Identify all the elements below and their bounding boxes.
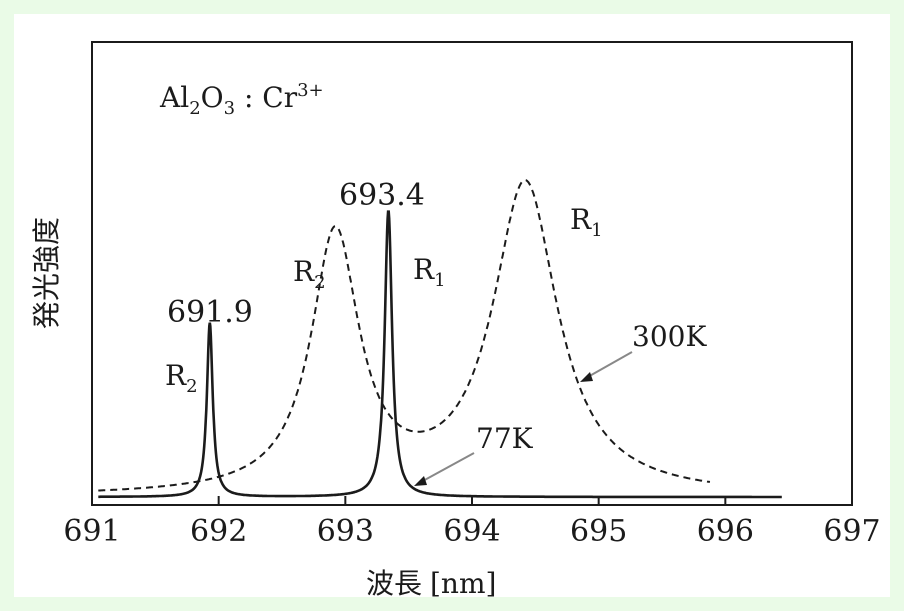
x-axis-title: 波長 <box>366 567 422 600</box>
formula-cr: : Cr <box>235 81 298 114</box>
r2-label-300k: R2 <box>293 255 326 293</box>
pointer-77k <box>420 452 475 483</box>
x-axis-unit: [nm] <box>430 567 496 600</box>
peak-label-693-4: 693.4 <box>339 178 425 213</box>
chart-frame <box>14 14 890 597</box>
formula-sub-3: 3 <box>224 98 235 119</box>
formula-o: O <box>201 81 224 114</box>
x-tick-label-694: 694 <box>443 514 500 549</box>
legend-300k-label: 300K <box>632 320 707 353</box>
r1-label-300k: R1 <box>570 203 603 241</box>
formula-sup-3plus: 3+ <box>297 80 324 101</box>
x-tick-label-691: 691 <box>63 514 120 549</box>
x-tick-label-696: 696 <box>697 514 754 549</box>
r1-label-77k: R1 <box>413 253 446 291</box>
pointer-77k-arrowhead <box>414 476 427 486</box>
r2-label-77k: R2 <box>165 359 198 397</box>
pointer-300k-arrowhead <box>580 372 593 382</box>
peak-label-691-9: 691.9 <box>167 295 253 330</box>
series-77k-line <box>98 210 782 499</box>
x-axis-tick-labels: 691 692 693 694 695 696 697 <box>63 514 880 549</box>
formula-al: Al <box>159 81 189 114</box>
x-tick-label-692: 692 <box>190 514 247 549</box>
formula-sub-2: 2 <box>189 98 200 119</box>
pointer-300k <box>585 351 633 379</box>
x-tick-label-693: 693 <box>317 514 374 549</box>
y-axis-title: 発光強度 <box>30 217 63 329</box>
formula-annotation: Al2O3 : Cr3+ <box>159 80 324 119</box>
series-300k-line <box>98 179 711 492</box>
x-tick-label-695: 695 <box>570 514 627 549</box>
x-tick-label-697: 697 <box>823 514 880 549</box>
legend-77k-label: 77K <box>476 422 534 455</box>
